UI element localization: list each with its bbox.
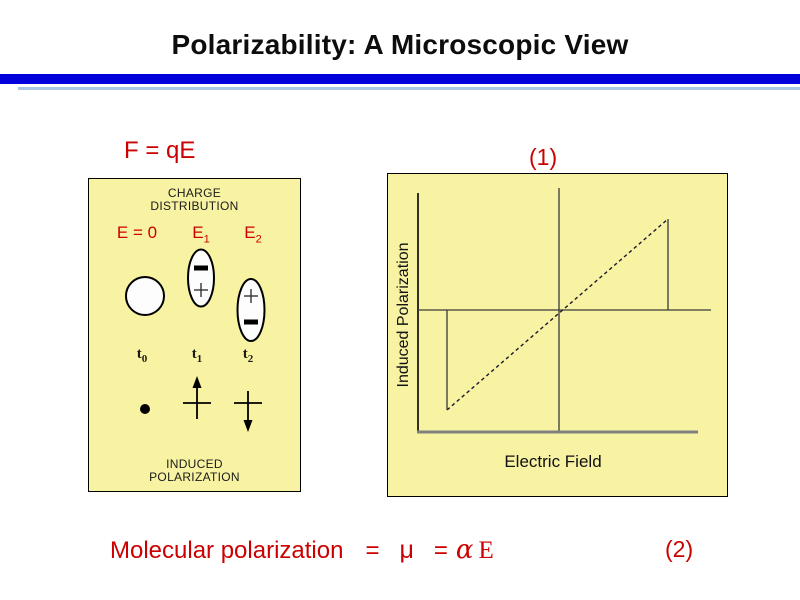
field-label-e0: E = 0 [116, 223, 158, 242]
down-dipole-arrowhead-icon [243, 420, 253, 432]
force-equation: F = qE [124, 137, 196, 164]
up-dipole-arrowhead-icon [192, 376, 202, 388]
equals-sign-2: = [433, 537, 448, 564]
field-label-e2: E2 [244, 223, 262, 246]
equals-sign-1: = [365, 537, 380, 564]
time-label-t1: t1 [191, 346, 203, 365]
charge-shapes-canvas [125, 248, 266, 432]
alpha-symbol: α [455, 535, 474, 565]
zero-dipole-dot [140, 404, 150, 414]
field-symbol: E [478, 537, 494, 564]
field-label-e1: E1 [192, 223, 210, 246]
charge-panel-header: CHARGE DISTRIBUTION [89, 187, 300, 213]
equation-1-number: (1) [529, 144, 558, 170]
time-label-t0: t0 [136, 346, 148, 365]
x-axis-label: Electric Field [504, 452, 602, 471]
slide-title: Polarizability: A Microscopic View [171, 29, 629, 60]
footer-line2: POLARIZATION [149, 470, 240, 484]
neutral-atom-circle [125, 276, 165, 316]
header-line2: DISTRIBUTION [150, 199, 239, 213]
title-divider-bar [0, 74, 800, 84]
title-divider-accent-line [18, 87, 800, 90]
time-label-t2: t2 [242, 346, 254, 365]
equation-2-number: (2) [665, 536, 694, 562]
mu-symbol: μ [399, 536, 414, 564]
polarization-graph-panel: Induced Polarization Electric Field [387, 173, 728, 497]
polarized-atom-e1-ellipse [187, 248, 215, 308]
footer-line1: INDUCED [166, 457, 223, 471]
charge-distribution-panel: CHARGE DISTRIBUTION E = 0 E1 E2 t0 t1 t2… [88, 178, 301, 492]
equation-lhs: Molecular polarization [110, 537, 344, 564]
header-line1: CHARGE [167, 186, 222, 200]
polarized-atom-e2-ellipse [236, 278, 266, 342]
charge-panel-footer: INDUCED POLARIZATION [89, 458, 300, 484]
molecular-polarization-equation: Molecular polarization = μ = α E [110, 535, 494, 565]
graph-canvas [417, 188, 711, 434]
y-axis-label: Induced Polarization [395, 242, 412, 388]
linear-response-dashed-line [446, 218, 669, 411]
